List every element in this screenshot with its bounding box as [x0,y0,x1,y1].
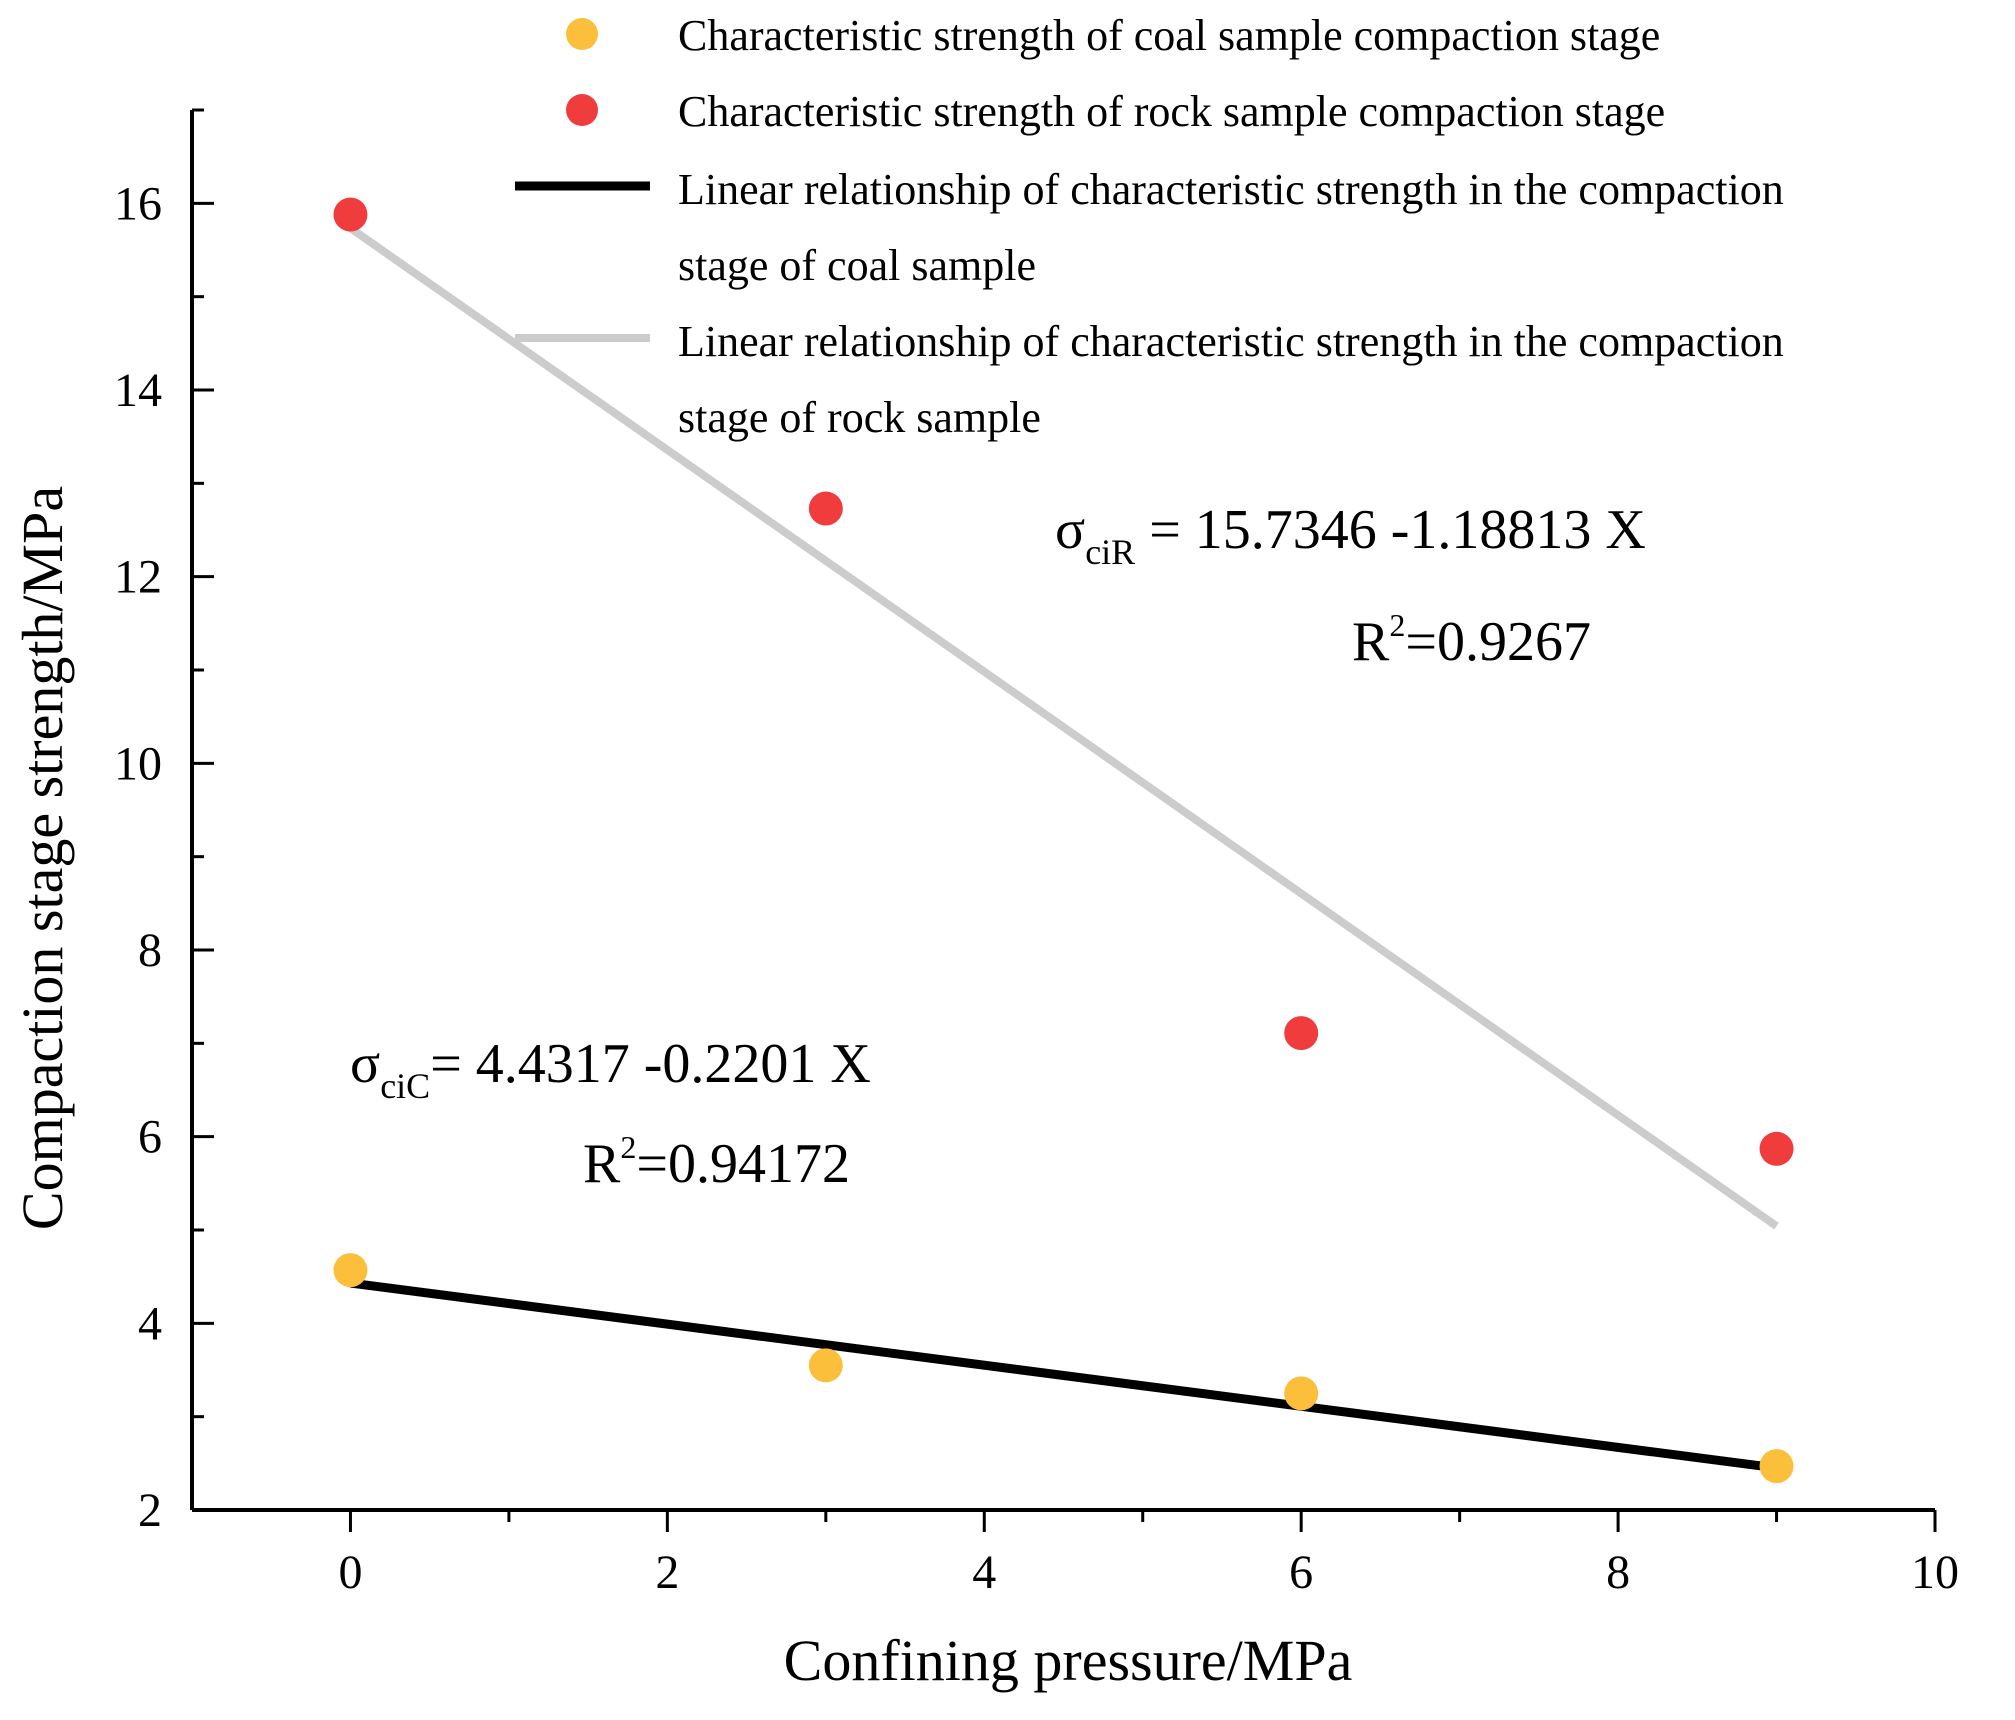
x-tick-label: 6 [1289,1546,1313,1599]
x-tick-label: 8 [1606,1546,1630,1599]
legend-coal-points-label: Characteristic strength of coal sample c… [678,11,1660,60]
rock-data-point [1284,1016,1319,1051]
legend-rock-line-label-cont: stage of rock sample [678,393,1041,442]
legend: Characteristic strength of coal sample c… [515,11,1784,442]
rock-data-point [808,491,843,526]
y-tick-label: 6 [138,1111,162,1164]
coal-r2: R2=0.94172 [583,1129,850,1195]
x-tick-label: 0 [338,1546,362,1599]
y-tick-label: 2 [138,1484,162,1537]
rock-data-point [333,197,368,232]
y-tick-label: 14 [114,364,162,417]
rock-fit-line [348,224,1779,1230]
ticks: 0 2 4 6 8 10 2 4 6 8 10 12 14 16 [114,108,1959,1599]
rock-data-point [1759,1131,1794,1166]
coal-equation: σciC= 4.4317 -0.2201 X [350,1033,871,1106]
x-tick-label: 10 [1911,1546,1959,1599]
legend-rock-points-symbol [566,94,598,126]
coal-data-point [1284,1376,1319,1411]
y-tick-label: 8 [138,924,162,977]
x-axis-title: Confining pressure/MPa [784,1628,1353,1693]
y-axis-title: Compaction stage strength/MPa [10,486,75,1230]
legend-rock-line-label: Linear relationship of characteristic st… [678,317,1784,366]
axes [190,110,1935,1512]
y-tick-label: 12 [114,551,162,604]
x-tick-label: 2 [655,1546,679,1599]
legend-coal-line-label-cont: stage of coal sample [678,241,1036,290]
fit-lines [348,224,1779,1473]
y-tick-label: 4 [138,1297,162,1350]
coal-data-point [808,1348,843,1383]
rock-equation: σciR = 15.7346 -1.18813 X [1055,499,1646,572]
legend-coal-line-label: Linear relationship of characteristic st… [678,165,1784,214]
rock-r2: R2=0.9267 [1352,607,1591,673]
legend-rock-points-label: Characteristic strength of rock sample c… [678,87,1665,136]
y-tick-label: 10 [114,737,162,790]
coal-data-point [333,1253,368,1288]
coal-fit-line [349,1278,1778,1473]
legend-coal-points-symbol [566,18,598,50]
coal-data-point [1759,1449,1794,1484]
data-points [333,197,1794,1484]
y-tick-label: 16 [114,177,162,230]
x-tick-label: 4 [972,1546,996,1599]
